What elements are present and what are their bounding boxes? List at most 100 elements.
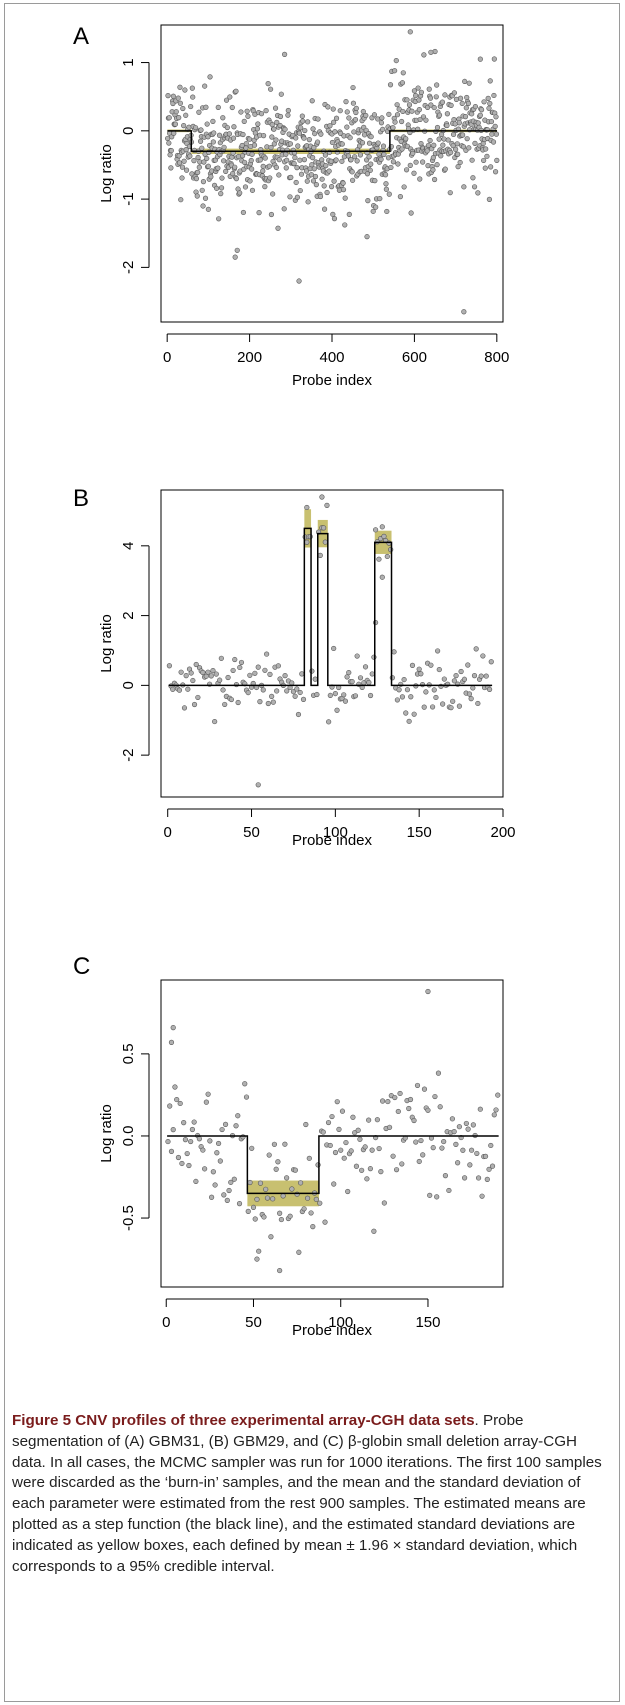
data-point (273, 1166, 279, 1172)
data-point (193, 661, 199, 668)
data-point (386, 540, 392, 546)
y-tick-label: 1 (120, 58, 137, 66)
data-point (309, 668, 315, 674)
data-point (231, 1176, 237, 1182)
data-point (268, 86, 274, 92)
y-tick-label: 4 (120, 542, 137, 550)
data-point (305, 119, 311, 125)
data-point (234, 247, 240, 253)
data-point (249, 187, 256, 193)
data-point (432, 48, 438, 55)
y-axis-label: Log ratio (98, 614, 115, 672)
data-point (176, 687, 183, 693)
data-point (221, 144, 227, 150)
data-point (441, 136, 447, 142)
y-tick-label: -1 (120, 192, 137, 205)
data-point (191, 701, 198, 708)
data-point (181, 705, 188, 711)
data-point (357, 675, 364, 681)
data-point (264, 1195, 271, 1201)
x-tick-label: 0 (164, 824, 172, 841)
data-point (294, 686, 300, 692)
data-point (170, 93, 176, 99)
data-point (273, 164, 279, 171)
data-point (391, 649, 397, 655)
data-point (343, 1139, 349, 1146)
data-point (461, 184, 467, 190)
data-point (451, 678, 457, 684)
data-point (442, 1173, 449, 1179)
data-point (277, 1210, 283, 1216)
data-point (322, 1219, 328, 1225)
data-point (379, 115, 385, 121)
data-point (219, 1126, 225, 1133)
data-point (427, 95, 434, 101)
data-point (460, 132, 466, 138)
data-point (208, 673, 214, 679)
data-point (493, 1107, 499, 1113)
data-point (188, 103, 194, 110)
data-point (384, 553, 390, 560)
data-point (464, 94, 470, 101)
data-point (193, 1178, 199, 1185)
data-point (343, 99, 349, 105)
data-point (180, 105, 186, 112)
data-point (299, 113, 305, 119)
data-point (270, 699, 276, 705)
data-point (440, 142, 446, 148)
data-point (465, 100, 471, 106)
x-tick-label: 100 (323, 824, 348, 841)
data-point (397, 1090, 403, 1097)
data-point (218, 655, 224, 661)
data-point (304, 504, 310, 511)
data-point (463, 105, 469, 111)
data-point (470, 1122, 476, 1128)
data-point (346, 669, 352, 676)
data-point (184, 1150, 190, 1157)
data-point (367, 167, 373, 173)
data-point (450, 131, 457, 138)
data-point (460, 1147, 466, 1153)
data-point (328, 184, 335, 190)
data-point (261, 1214, 267, 1220)
data-point (475, 190, 481, 196)
chart-panel-b: 0 50 100 150 200 Probe index -2 0 2 4 Log ratio (98, 489, 516, 849)
data-point (237, 190, 243, 196)
data-point (431, 104, 437, 111)
data-point (317, 552, 323, 558)
data-point (395, 161, 401, 167)
data-point (214, 1150, 220, 1156)
data-point (426, 86, 432, 92)
data-point (480, 653, 486, 659)
mean-step-line (168, 527, 493, 687)
data-point (183, 147, 189, 153)
data-point (282, 673, 288, 679)
data-point (420, 159, 426, 165)
data-point (288, 174, 294, 180)
data-point (348, 1148, 354, 1154)
data-point (200, 1147, 206, 1153)
data-point (403, 167, 410, 173)
data-point (326, 168, 332, 174)
data-point (428, 49, 434, 55)
data-point (414, 1082, 421, 1089)
data-point (299, 671, 305, 677)
data-point (332, 129, 338, 135)
data-point (226, 1187, 232, 1194)
data-point (364, 171, 371, 177)
data-point (321, 183, 327, 189)
data-point (368, 134, 374, 140)
data-point (455, 164, 461, 170)
data-point (248, 157, 254, 164)
data-point (233, 176, 240, 182)
x-axis-label: Probe index (292, 372, 373, 389)
data-point (193, 176, 200, 182)
data-point (177, 100, 183, 106)
y-axis-label: Log ratio (98, 144, 115, 202)
data-point (418, 1137, 424, 1144)
data-point (284, 157, 290, 163)
data-point (200, 669, 206, 676)
data-point (456, 1124, 462, 1130)
data-point (413, 159, 419, 165)
data-point (177, 1100, 183, 1107)
